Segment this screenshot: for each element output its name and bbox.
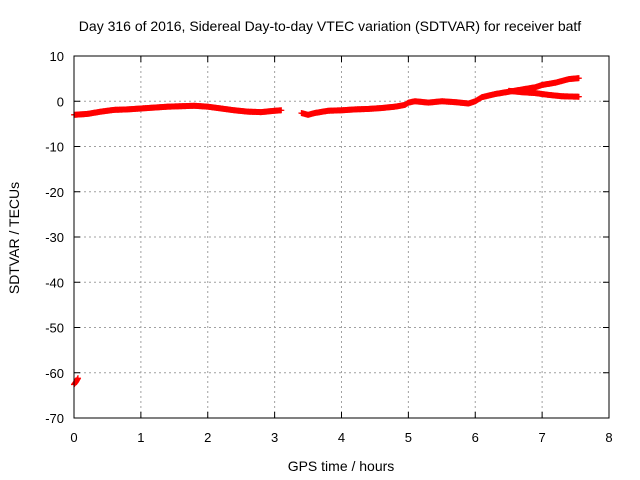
- data-point: [75, 375, 82, 382]
- data-point: [575, 75, 582, 82]
- data-point: [278, 107, 285, 114]
- x-tick-label: 8: [605, 430, 612, 445]
- y-tick-label: -10: [45, 140, 64, 155]
- axis-ticks: 0 1 2 3 4 5 6 7 8 10 0 -10 -20 -30 -40 -50 -60 -70: [45, 49, 612, 445]
- x-tick-label: 5: [405, 430, 412, 445]
- x-tick-label: 6: [472, 430, 479, 445]
- x-tick-label: 7: [539, 430, 546, 445]
- data-point: [575, 93, 582, 100]
- y-tick-label: -30: [45, 230, 64, 245]
- y-tick-label: 0: [57, 94, 64, 109]
- x-tick-label: 1: [137, 430, 144, 445]
- y-tick-label: -40: [45, 275, 64, 290]
- x-axis-title: GPS time / hours: [288, 458, 395, 474]
- y-tick-label: -20: [45, 185, 64, 200]
- y-tick-label: 10: [50, 49, 64, 64]
- x-tick-label: 0: [70, 430, 77, 445]
- x-tick-label: 4: [338, 430, 345, 445]
- y-tick-label: -60: [45, 366, 64, 381]
- chart-title: Day 316 of 2016, Sidereal Day-to-day VTE…: [79, 18, 582, 34]
- x-tick-label: 2: [204, 430, 211, 445]
- data-markers: [71, 75, 582, 388]
- x-tick-label: 3: [271, 430, 278, 445]
- grid-lines: [74, 56, 609, 418]
- y-tick-label: -70: [45, 411, 64, 426]
- series-segment-1: [71, 102, 285, 118]
- y-axis-title: SDTVAR / TECUs: [6, 182, 22, 294]
- series-segment-3: [505, 87, 582, 100]
- series-segment-2: [298, 75, 582, 118]
- y-tick-label: -50: [45, 321, 64, 336]
